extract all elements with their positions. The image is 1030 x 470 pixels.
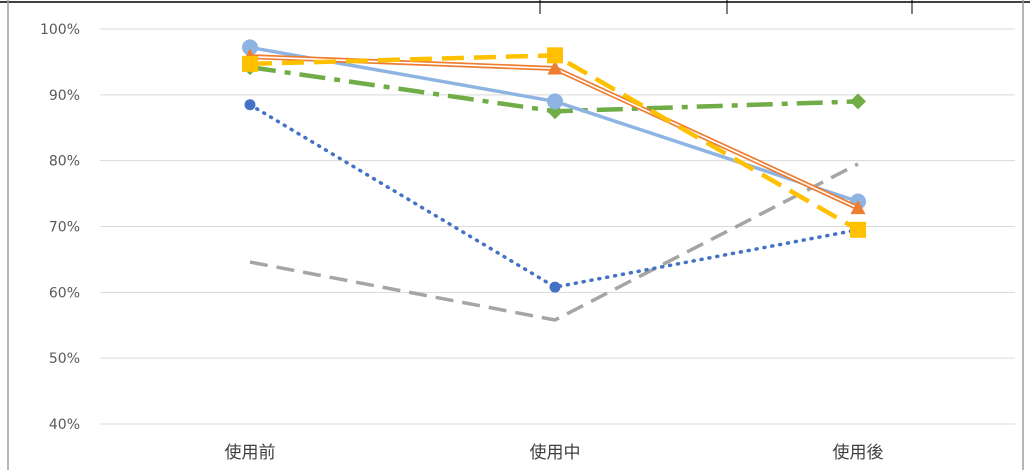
y-tick-label: 50% [49,351,80,367]
y-axis-ticks: 40% 50% 60% 70% 80% 90% 100% [40,22,80,433]
y-tick-label: 60% [49,285,80,301]
x-category-label: 使用後 [833,442,884,463]
x-axis-categories: 使用前 使用中 使用後 [225,442,884,463]
y-tick-label: 80% [49,154,80,170]
series-line [249,53,860,232]
point-marker [850,221,866,238]
series-group [242,39,866,322]
series-3 [242,47,866,238]
series-6 [249,162,859,322]
point-marker [549,281,561,293]
series-line [248,102,860,289]
series-line [249,162,859,322]
x-category-label: 使用中 [530,442,581,463]
point-marker [547,93,563,110]
gridlines [100,28,1015,425]
point-marker [547,47,563,64]
point-marker [547,60,563,75]
y-tick-label: 90% [49,88,80,104]
y-tick-label: 100% [40,22,80,38]
series-line [249,54,860,211]
point-marker [242,55,258,72]
x-category-label: 使用前 [225,442,276,463]
point-marker [850,200,866,215]
y-tick-label: 40% [49,417,80,433]
point-marker [244,99,256,111]
point-marker [850,93,866,110]
series-5 [244,99,864,293]
series-2 [242,48,866,215]
series-line-inner [249,55,859,209]
y-tick-label: 70% [49,220,80,236]
